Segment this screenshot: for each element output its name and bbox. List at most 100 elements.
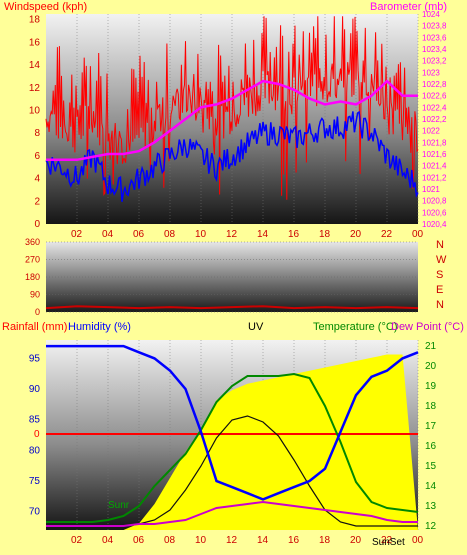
humidity-axis-title: Humidity (%) xyxy=(68,321,131,333)
weather-x-ticks: 02 04 06 08 10 12 14 16 18 20 22 00 xyxy=(71,535,424,546)
rainfall-axis-title: Rainfall (mm) xyxy=(2,321,67,333)
temperature-tick: 20 xyxy=(425,361,437,372)
direction-tick: 180 xyxy=(25,272,40,282)
windspeed-tick: 2 xyxy=(34,196,40,207)
weather-x-tick: 14 xyxy=(257,535,269,546)
barometer-tick: 1024 xyxy=(422,10,440,19)
barometer-tick: 1021,8 xyxy=(422,138,447,147)
sunset-label: SunSet xyxy=(372,537,405,548)
compass-label: E xyxy=(436,284,443,296)
wind-x-tick: 18 xyxy=(319,229,331,240)
humidity-tick: 80 xyxy=(29,445,41,456)
barometer-tick: 1021,2 xyxy=(422,173,447,182)
direction-grid xyxy=(46,241,418,313)
humidity-tick: 70 xyxy=(29,507,41,518)
barometer-line xyxy=(46,79,418,162)
barometer-axis-title: Barometer (mb) xyxy=(370,1,447,13)
barometer-ticks: 1020,4 1020,6 1020,8 1021 1021,2 1021,4 1021,6… xyxy=(422,10,447,229)
wind-x-tick: 10 xyxy=(195,229,207,240)
rainfall-tick: 0 xyxy=(34,429,40,440)
temperature-axis-title: Temperature (°C) xyxy=(313,321,397,333)
wind-x-tick: 14 xyxy=(257,229,269,240)
windspeed-ticks: 0 2 4 6 8 10 12 14 16 18 xyxy=(29,15,41,230)
barometer-tick: 1023,8 xyxy=(422,22,447,31)
temperature-tick: 16 xyxy=(425,441,437,452)
barometer-tick: 1023 xyxy=(422,68,440,77)
direction-ticks: 0 90 180 270 360 xyxy=(25,237,40,317)
barometer-tick: 1021 xyxy=(422,185,440,194)
windspeed-tick: 4 xyxy=(34,174,40,185)
barometer-tick: 1022,6 xyxy=(422,92,447,101)
humidity-ticks: 70 75 80 85 90 95 xyxy=(29,353,41,517)
dewpoint-axis-title: Dew Point (°C) xyxy=(391,321,464,333)
weather-x-tick: 10 xyxy=(195,535,207,546)
barometer-tick: 1023,6 xyxy=(422,33,447,42)
wind-x-tick: 00 xyxy=(412,229,424,240)
temperature-tick: 19 xyxy=(425,381,437,392)
direction-tick: 270 xyxy=(25,255,40,265)
barometer-tick: 1022,8 xyxy=(422,80,447,89)
wind-x-tick: 04 xyxy=(102,229,114,240)
weather-x-tick: 00 xyxy=(412,535,424,546)
humidity-line xyxy=(46,344,419,501)
barometer-tick: 1021,6 xyxy=(422,150,447,159)
wind-x-tick: 22 xyxy=(381,229,393,240)
dewpoint-line xyxy=(46,500,418,527)
weather-x-tick: 18 xyxy=(319,535,331,546)
wind-x-tick: 02 xyxy=(71,229,83,240)
direction-line xyxy=(45,305,419,310)
uv-area xyxy=(46,354,418,530)
temperature-tick: 13 xyxy=(425,501,437,512)
windspeed-tick: 12 xyxy=(29,83,41,94)
compass-label: W xyxy=(436,254,447,266)
direction-tick: 360 xyxy=(25,237,40,247)
direction-tick: 90 xyxy=(30,290,40,300)
wind-grid xyxy=(76,14,419,224)
temperature-tick: 15 xyxy=(425,461,437,472)
windspeed-tick: 16 xyxy=(29,37,41,48)
wind-series xyxy=(45,16,419,202)
wind-x-ticks: 02 04 06 08 10 12 14 16 18 20 22 00 xyxy=(71,229,424,240)
temperature-ticks: 12 13 14 15 16 17 18 19 20 21 xyxy=(425,341,437,532)
temperature-tick: 21 xyxy=(425,341,437,352)
wind-x-tick: 12 xyxy=(226,229,238,240)
compass-label: N xyxy=(436,299,444,311)
weather-x-tick: 12 xyxy=(226,535,238,546)
wind-x-tick: 16 xyxy=(288,229,300,240)
temperature-tick: 18 xyxy=(425,401,437,412)
compass-label: N xyxy=(436,239,444,251)
windspeed-axis-title: Windspeed (kph) xyxy=(4,1,87,13)
windspeed-tick: 18 xyxy=(29,15,41,26)
barometer-tick: 1020,4 xyxy=(422,220,447,229)
direction-tick: 0 xyxy=(35,307,40,317)
barometer-tick: 1020,8 xyxy=(422,197,447,206)
barometer-tick: 1022,2 xyxy=(422,115,447,124)
wind-x-tick: 06 xyxy=(133,229,145,240)
temperature-tick: 14 xyxy=(425,481,437,492)
compass-label: S xyxy=(436,269,443,281)
windspeed-line xyxy=(45,110,419,202)
temperature-tick: 17 xyxy=(425,421,437,432)
windspeed-tick: 10 xyxy=(29,105,41,116)
temperature-line xyxy=(46,372,419,523)
barometer-tick: 1020,6 xyxy=(422,208,447,217)
humidity-tick: 90 xyxy=(29,384,41,395)
barometer-tick: 1022 xyxy=(422,127,440,136)
wind-x-tick: 20 xyxy=(350,229,362,240)
weather-x-tick: 08 xyxy=(164,535,176,546)
weather-x-tick: 02 xyxy=(71,535,83,546)
windspeed-tick: 8 xyxy=(34,128,40,139)
windspeed-tick: 0 xyxy=(34,219,40,230)
barometer-tick: 1021,4 xyxy=(422,162,447,171)
weather-x-tick: 20 xyxy=(350,535,362,546)
direction-series xyxy=(45,305,419,310)
barometer-tick: 1022,4 xyxy=(422,103,447,112)
humidity-tick: 75 xyxy=(29,476,41,487)
gust-line xyxy=(45,16,419,200)
temperature-tick: 12 xyxy=(425,521,437,532)
weather-x-tick: 04 xyxy=(102,535,114,546)
barometer-tick: 1023,4 xyxy=(422,45,447,54)
sunrise-label: Sunr xyxy=(108,500,130,511)
windspeed-tick: 14 xyxy=(29,60,41,71)
